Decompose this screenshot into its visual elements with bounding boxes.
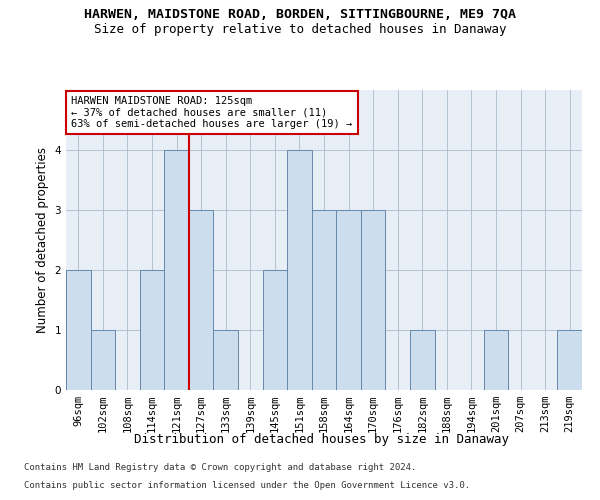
- Text: HARWEN, MAIDSTONE ROAD, BORDEN, SITTINGBOURNE, ME9 7QA: HARWEN, MAIDSTONE ROAD, BORDEN, SITTINGB…: [84, 8, 516, 20]
- Text: Contains public sector information licensed under the Open Government Licence v3: Contains public sector information licen…: [24, 481, 470, 490]
- Bar: [287, 150, 312, 390]
- Bar: [484, 330, 508, 390]
- Text: Contains HM Land Registry data © Crown copyright and database right 2024.: Contains HM Land Registry data © Crown c…: [24, 464, 416, 472]
- Text: Distribution of detached houses by size in Danaway: Distribution of detached houses by size …: [133, 432, 509, 446]
- Y-axis label: Number of detached properties: Number of detached properties: [36, 147, 49, 333]
- Text: HARWEN MAIDSTONE ROAD: 125sqm
← 37% of detached houses are smaller (11)
63% of s: HARWEN MAIDSTONE ROAD: 125sqm ← 37% of d…: [71, 96, 352, 129]
- Bar: [164, 150, 189, 390]
- Text: Size of property relative to detached houses in Danaway: Size of property relative to detached ho…: [94, 22, 506, 36]
- Bar: [557, 330, 582, 390]
- Bar: [410, 330, 434, 390]
- Bar: [66, 270, 91, 390]
- Bar: [91, 330, 115, 390]
- Bar: [140, 270, 164, 390]
- Bar: [336, 210, 361, 390]
- Bar: [214, 330, 238, 390]
- Bar: [189, 210, 214, 390]
- Bar: [312, 210, 336, 390]
- Bar: [263, 270, 287, 390]
- Bar: [361, 210, 385, 390]
